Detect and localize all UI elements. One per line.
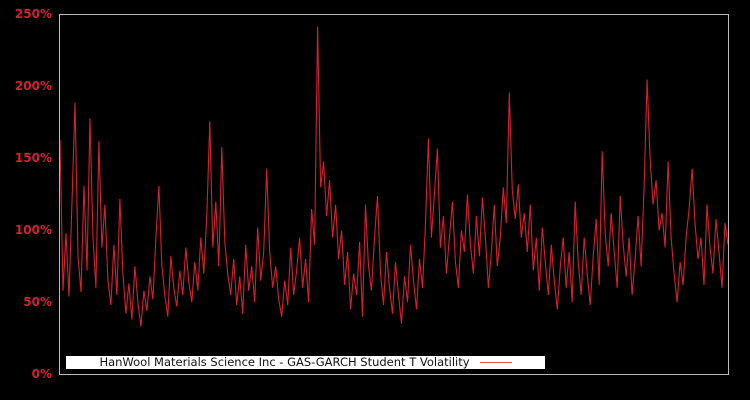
legend-line-icon bbox=[479, 362, 512, 363]
y-tick-100: 100% bbox=[14, 223, 52, 237]
y-tick-250: 250% bbox=[14, 7, 52, 21]
volatility-series-svg bbox=[60, 26, 728, 327]
volatility-series-line bbox=[60, 26, 728, 327]
plot-area: HanWool Materials Science Inc - GAS-GARC… bbox=[59, 14, 729, 375]
y-tick-0: 0% bbox=[31, 367, 52, 381]
legend-label: HanWool Materials Science Inc - GAS-GARC… bbox=[99, 355, 470, 369]
y-tick-200: 200% bbox=[14, 79, 52, 93]
y-tick-50: 50% bbox=[23, 295, 52, 309]
legend: HanWool Materials Science Inc - GAS-GARC… bbox=[66, 356, 545, 369]
y-tick-150: 150% bbox=[14, 151, 52, 165]
